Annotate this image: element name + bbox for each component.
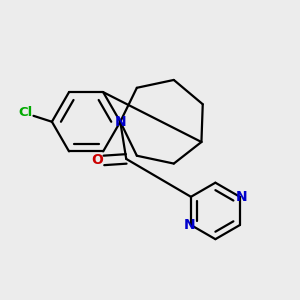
Text: N: N	[236, 190, 247, 204]
Text: Cl: Cl	[18, 106, 32, 119]
Text: O: O	[92, 153, 103, 167]
Text: N: N	[184, 218, 195, 232]
Text: N: N	[115, 115, 126, 129]
